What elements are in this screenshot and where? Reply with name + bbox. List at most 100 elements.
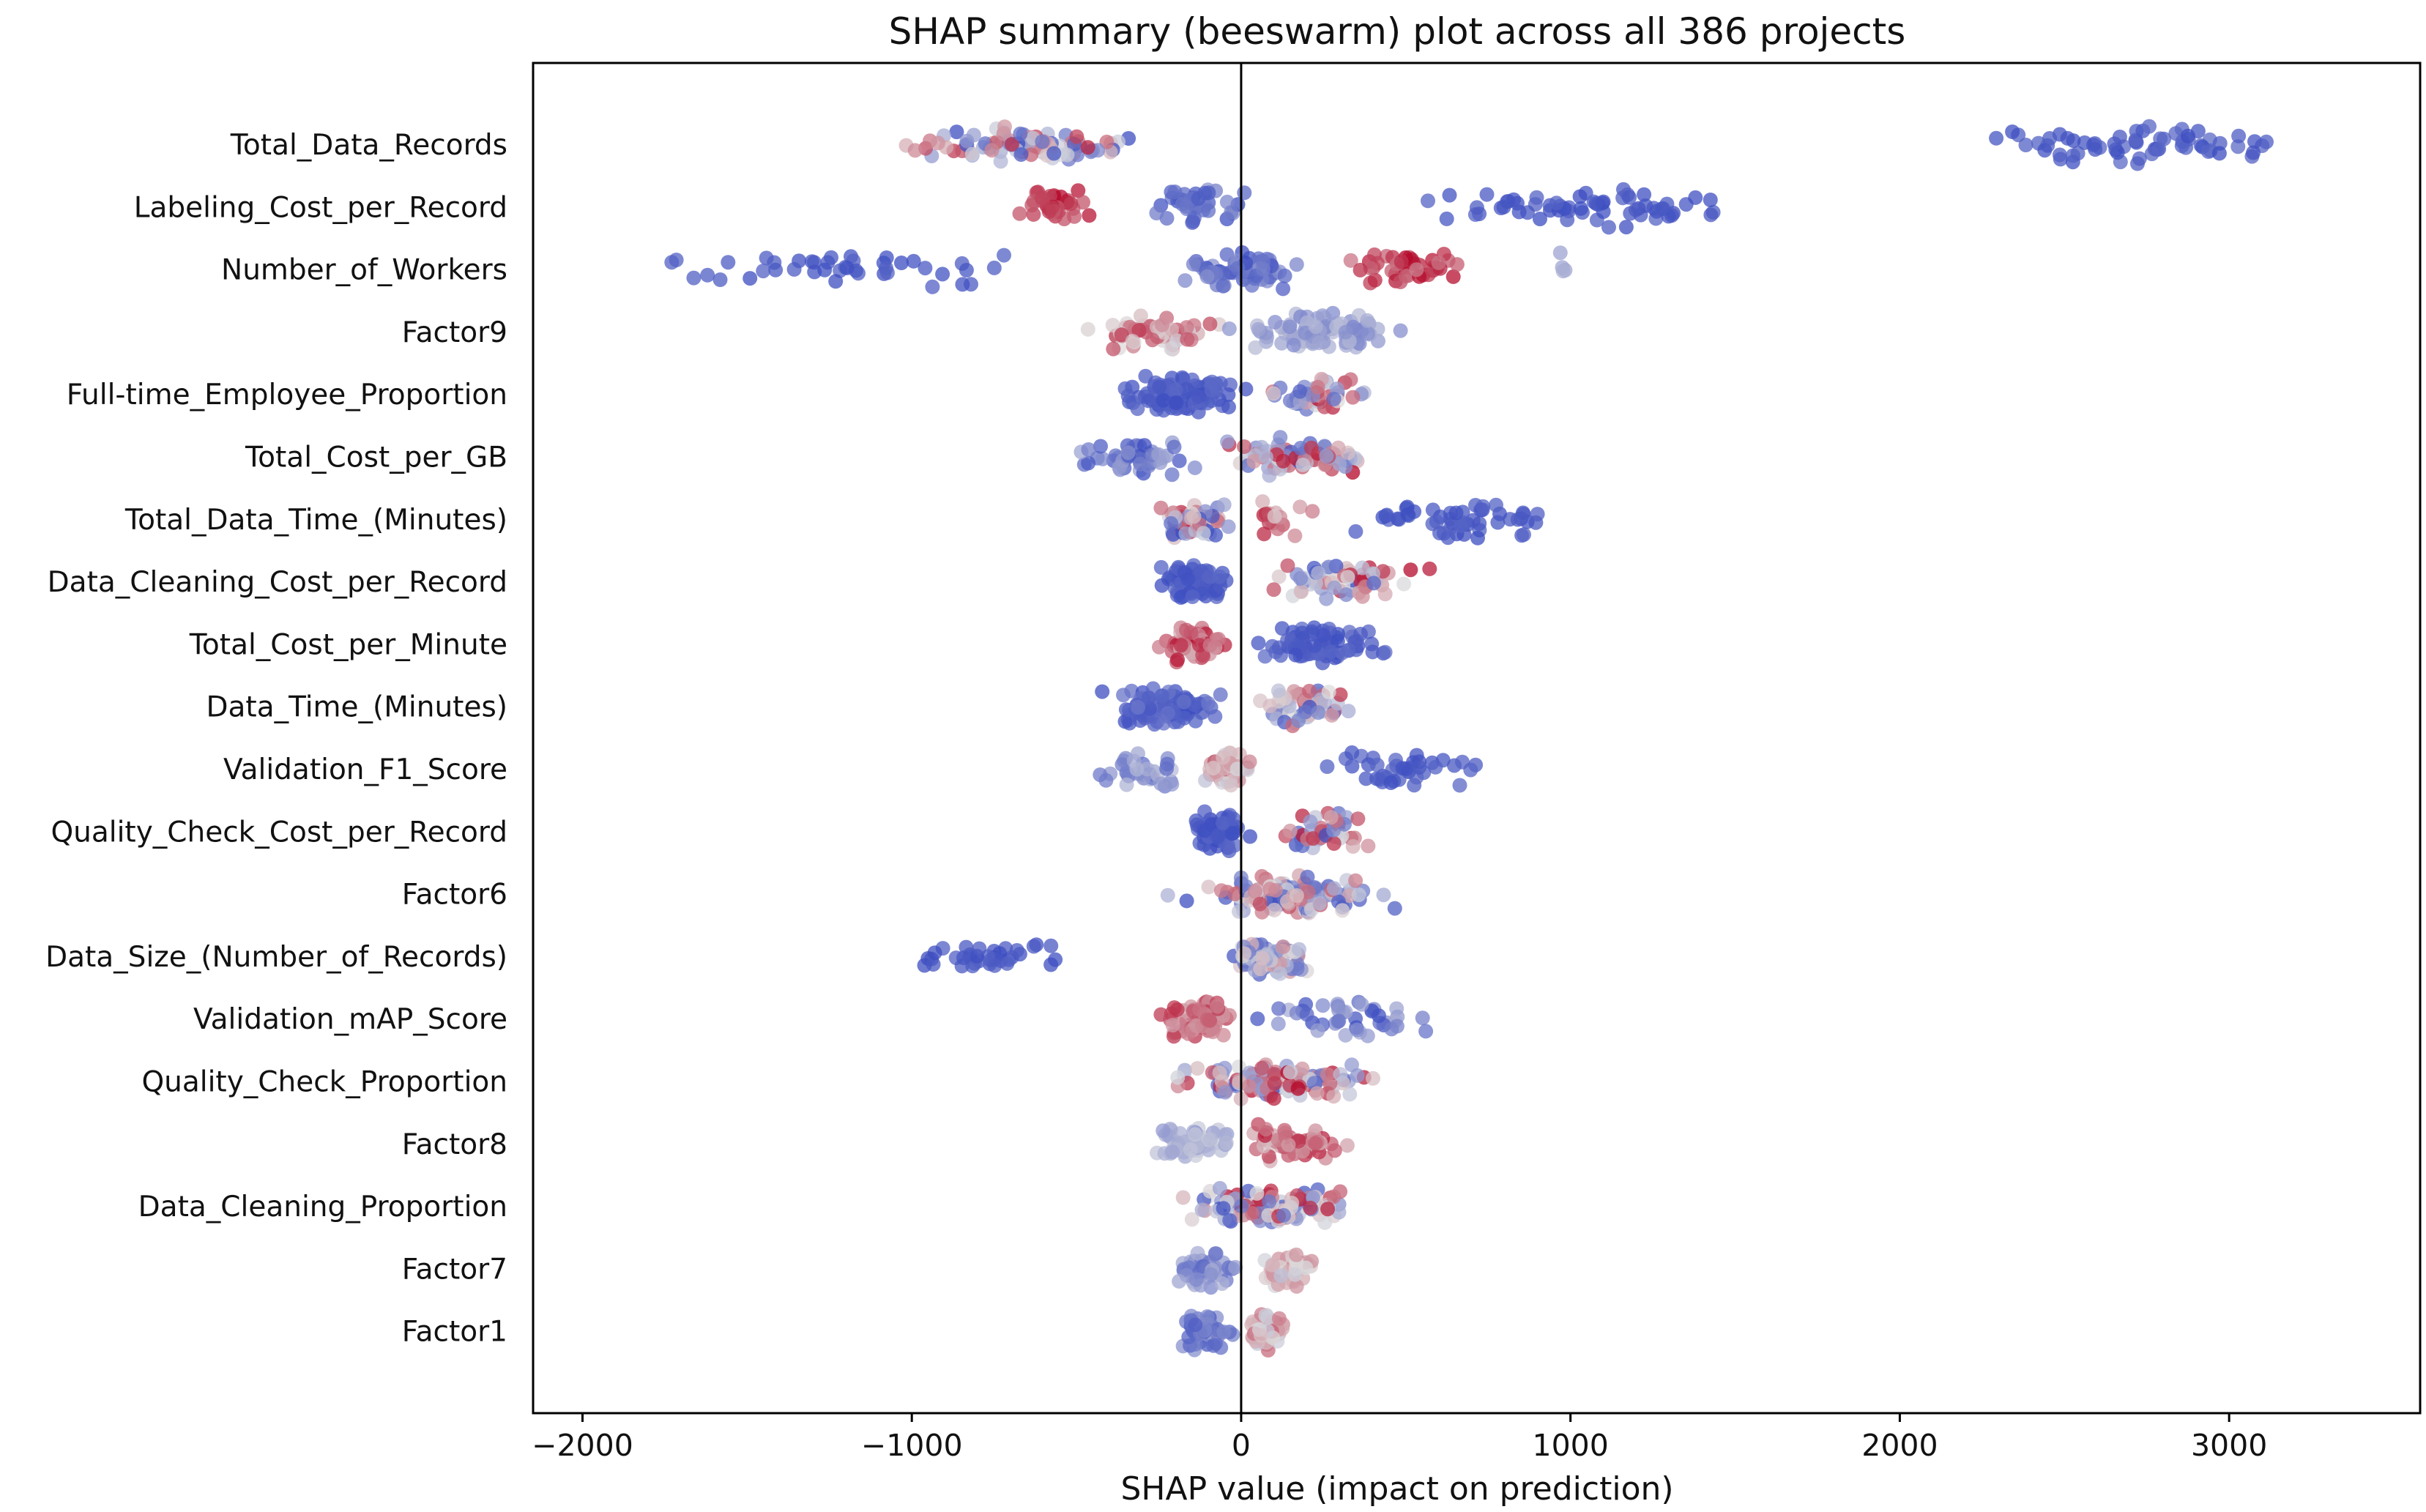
shap-point <box>2066 148 2080 163</box>
feature-label: Data_Time_(Minutes) <box>206 691 507 724</box>
shap-point <box>1246 454 1262 469</box>
shap-point <box>1131 323 1147 338</box>
shap-point <box>1242 754 1257 770</box>
shap-point <box>1156 715 1172 731</box>
shap-point <box>2231 128 2247 144</box>
shap-point <box>1164 467 1180 483</box>
feature-label: Quality_Check_Cost_per_Record <box>51 816 507 849</box>
x-tick-label: 3000 <box>2191 1428 2267 1463</box>
shap-point <box>1573 201 1588 216</box>
shap-point <box>1455 754 1470 770</box>
shap-point <box>1153 559 1169 575</box>
shap-point <box>2088 142 2103 157</box>
shap-point <box>1412 760 1427 775</box>
shap-point <box>1351 887 1366 903</box>
shap-point <box>1572 189 1588 204</box>
shap-point <box>1202 316 1218 332</box>
shap-point <box>1194 1202 1210 1218</box>
x-tick-label: −2000 <box>532 1428 633 1463</box>
data-points <box>664 119 2274 1358</box>
shap-point <box>2112 130 2127 144</box>
shap-point <box>1319 448 1334 463</box>
shap-point <box>1352 262 1368 278</box>
feature-label: Total_Data_Time_(Minutes) <box>124 504 507 537</box>
shap-point <box>1262 1194 1277 1210</box>
shap-point <box>1187 460 1202 475</box>
shap-point <box>1276 1207 1291 1223</box>
shap-point <box>1203 1267 1218 1282</box>
shap-point <box>1355 560 1370 576</box>
shap-point <box>1145 332 1160 348</box>
shap-point <box>1398 269 1413 284</box>
shap-point <box>1282 319 1298 335</box>
shap-point <box>1012 206 1027 221</box>
shap-point <box>1255 494 1270 509</box>
shap-point <box>1449 257 1465 272</box>
shap-point <box>1367 247 1382 262</box>
shap-point <box>2181 128 2195 144</box>
shap-point <box>1199 269 1215 284</box>
shap-point <box>1335 903 1350 918</box>
shap-point <box>1327 580 1342 595</box>
shap-point <box>2247 134 2262 149</box>
shap-point <box>1201 879 1216 895</box>
shap-point <box>1035 134 1050 149</box>
shap-point <box>1192 1002 1208 1017</box>
shap-point <box>1289 257 1304 272</box>
shap-point <box>1004 137 1019 152</box>
shap-point <box>1588 195 1604 211</box>
shap-point <box>1226 825 1241 841</box>
feature-label: Total_Cost_per_GB <box>245 442 507 474</box>
shap-point <box>2142 119 2157 134</box>
shap-point <box>1277 268 1292 283</box>
shap-point <box>918 261 933 276</box>
shap-point <box>1360 313 1375 328</box>
shap-point <box>1340 570 1355 585</box>
shap-point <box>1506 192 1522 207</box>
shap-point <box>1181 1330 1197 1344</box>
shap-point <box>1197 823 1213 838</box>
shap-point <box>1258 1122 1273 1137</box>
shap-point <box>1257 526 1272 542</box>
shap-point <box>1013 147 1029 162</box>
shap-point <box>1339 1138 1355 1153</box>
shap-point <box>1179 320 1194 335</box>
shap-point <box>1226 811 1241 827</box>
shap-point <box>1266 1091 1281 1106</box>
shap-point <box>1338 324 1353 340</box>
shap-point <box>1319 591 1334 606</box>
shap-point <box>997 119 1012 135</box>
shap-point <box>1549 195 1564 211</box>
feature-label: Total_Data_Records <box>230 129 507 162</box>
shap-point <box>1262 468 1277 483</box>
shap-point <box>1287 528 1303 543</box>
shap-point <box>1372 1008 1386 1024</box>
shap-point <box>1348 524 1363 539</box>
shap-point <box>1218 1084 1233 1100</box>
shap-point <box>2259 134 2274 149</box>
shap-point <box>1282 823 1298 838</box>
shap-point <box>1035 190 1049 205</box>
shap-point <box>1106 341 1121 357</box>
shap-point <box>2211 146 2227 161</box>
shap-point <box>1255 950 1270 966</box>
shap-point <box>1367 272 1383 288</box>
shap-point <box>1305 504 1320 519</box>
shap-point <box>1301 885 1316 900</box>
shap-point <box>1289 888 1304 903</box>
shap-point <box>1291 713 1306 729</box>
shap-point <box>1316 627 1331 643</box>
shap-point <box>1093 767 1108 783</box>
shap-point <box>1166 526 1180 542</box>
shap-point <box>1177 710 1192 726</box>
shap-point <box>1321 685 1336 700</box>
shap-point <box>1216 1325 1232 1339</box>
shap-point <box>1428 759 1443 775</box>
shap-point <box>1260 1310 1276 1325</box>
shap-point <box>1266 582 1281 597</box>
chart-title: SHAP summary (beeswarm) plot across all … <box>889 10 1906 53</box>
shap-point <box>1145 681 1161 696</box>
shap-point <box>1327 1143 1342 1158</box>
shap-point <box>1327 881 1342 896</box>
shap-point <box>1533 212 1547 226</box>
